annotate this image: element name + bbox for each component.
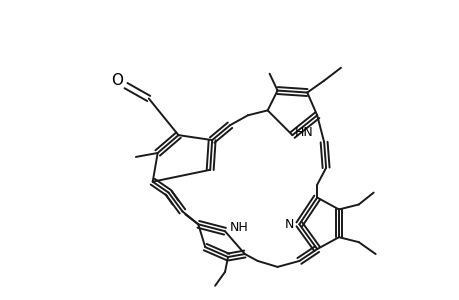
Text: NH: NH [230,221,248,234]
Text: HN: HN [294,126,313,139]
Text: N: N [285,218,294,231]
Text: O: O [111,73,123,88]
